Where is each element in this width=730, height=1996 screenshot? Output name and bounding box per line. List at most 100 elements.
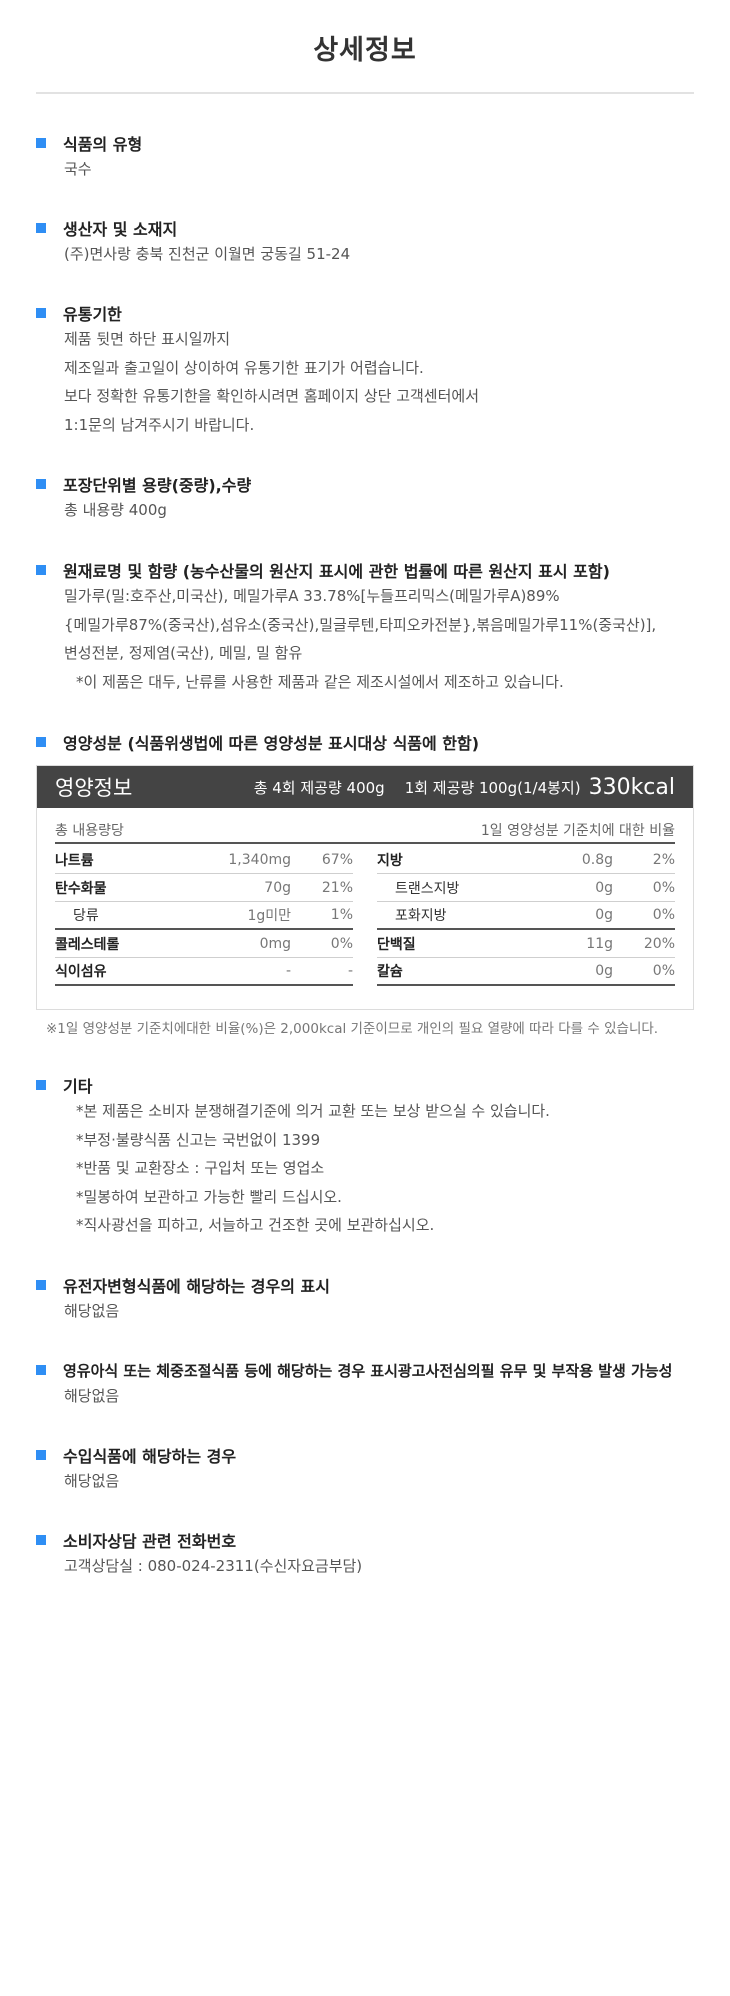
nutrient-percent: 0% bbox=[652, 907, 675, 923]
square-bullet-icon bbox=[36, 737, 46, 747]
section-line: 제품 뒷면 하단 표시일까지 bbox=[64, 330, 231, 348]
section-consumer-phone: 소비자상담 관련 전화번호 고객상담실 : 080-024-2311(수신자요금… bbox=[36, 1528, 696, 1581]
section-title: 수입식품에 해당하는 경우 bbox=[63, 1447, 237, 1466]
nutrient-row: 식이섬유 - - bbox=[55, 958, 353, 986]
nutrient-percent: 1% bbox=[330, 907, 353, 923]
nutrient-percent: 0% bbox=[652, 963, 675, 979]
section-line: 변성전분, 정제염(국산), 메밀, 밀 함유 bbox=[64, 644, 303, 662]
nutrient-row: 나트륨 1,340mg 67% bbox=[55, 846, 353, 874]
section-nutrition: 영양성분 (식품위생법에 따른 영양성분 표시대상 식품에 한함) bbox=[36, 730, 696, 754]
square-bullet-icon bbox=[36, 1365, 46, 1375]
section-line: 고객상담실 : 080-024-2311(수신자요금부담) bbox=[64, 1557, 363, 1575]
nutrition-header-title: 영양정보 bbox=[55, 776, 133, 800]
nutrient-row: 지방 0.8g 2% bbox=[377, 846, 675, 874]
section-line: 밀가루(밀:호주산,미국산), 메밀가루A 33.78%[누들프리믹스(메밀가루… bbox=[64, 587, 560, 605]
nutrient-value: 0g bbox=[595, 907, 613, 923]
nutrient-row: 트랜스지방 0g 0% bbox=[377, 874, 675, 902]
nutrient-value: 0g bbox=[595, 879, 613, 896]
nutrition-column-right: 지방 0.8g 2% 트랜스지방 0g 0% 포화지방 0g 0% 단백질 11g 20% 칼슘… bbox=[377, 846, 675, 986]
section-line: (주)면사랑 충북 진천군 이월면 궁동길 51-24 bbox=[64, 245, 351, 263]
title-divider bbox=[36, 92, 694, 94]
section-title: 영유아식 또는 체중조절식품 등에 해당하는 경우 표시광고사전심의필 유무 및… bbox=[63, 1361, 673, 1380]
section-note: *이 제품은 대두, 난류를 사용한 제품과 같은 제조시설에서 제조하고 있습… bbox=[76, 672, 564, 691]
nutrient-row: 칼슘 0g 0% bbox=[377, 958, 675, 986]
square-bullet-icon bbox=[36, 1280, 46, 1290]
nutrient-name: 트랜스지방 bbox=[395, 880, 460, 897]
nutrient-name: 지방 bbox=[377, 852, 403, 869]
section-food-type: 식품의 유형 국수 bbox=[36, 131, 696, 184]
nutrient-name: 식이섬유 bbox=[55, 964, 107, 980]
square-bullet-icon bbox=[36, 223, 46, 233]
nutrient-row: 단백질 11g 20% bbox=[377, 930, 675, 958]
nutrient-value: 1,340mg bbox=[228, 851, 291, 868]
nutrient-percent: - bbox=[347, 963, 353, 979]
nutrition-footnote: ※1일 영양성분 기준치에대한 비율(%)은 2,000kcal 기준이므로 개… bbox=[46, 1021, 659, 1037]
serving-size: 1회 제공량 100g(1/4봉지) bbox=[404, 778, 581, 797]
square-bullet-icon bbox=[36, 1535, 46, 1545]
nutrient-value: 0.8g bbox=[581, 851, 613, 868]
nutrition-header: 영양정보 총 4회 제공량 400g 1회 제공량 100g(1/4봉지) 33… bbox=[37, 766, 693, 808]
servings-total: 총 4회 제공량 400g bbox=[253, 778, 385, 797]
section-line: *본 제품은 소비자 분쟁해결기준에 의거 교환 또는 보상 받으실 수 있습니… bbox=[76, 1102, 550, 1120]
section-title: 유통기한 bbox=[63, 305, 122, 324]
square-bullet-icon bbox=[36, 138, 46, 148]
section-line: *부정·불량식품 신고는 국번없이 1399 bbox=[76, 1130, 321, 1149]
section-etc: 기타 *본 제품은 소비자 분쟁해결기준에 의거 교환 또는 보상 받으실 수 … bbox=[36, 1073, 696, 1240]
square-bullet-icon bbox=[36, 1450, 46, 1460]
section-line: *직사광선을 피하고, 서늘하고 건조한 곳에 보관하십시오. bbox=[76, 1216, 435, 1234]
section-expiry: 유통기한 제품 뒷면 하단 표시일까지 제조일과 출고일이 상이하여 유통기한 … bbox=[36, 301, 696, 439]
nutrient-percent: 21% bbox=[321, 879, 353, 896]
nutrient-row: 포화지방 0g 0% bbox=[377, 902, 675, 930]
square-bullet-icon bbox=[36, 479, 46, 489]
nutrient-row: 콜레스테롤 0mg 0% bbox=[55, 930, 353, 958]
nutrient-percent: 20% bbox=[643, 935, 675, 952]
section-line: 1:1문의 남겨주시기 바랍니다. bbox=[64, 415, 255, 434]
nutrient-value: 0g bbox=[595, 963, 613, 979]
nutrient-value: - bbox=[285, 963, 291, 979]
subheader-left: 총 내용량당 bbox=[55, 823, 124, 839]
nutrient-row: 당류 1g미만 1% bbox=[55, 902, 353, 930]
nutrient-percent: 2% bbox=[652, 851, 675, 868]
calories: 330kcal bbox=[588, 774, 675, 800]
nutrient-name: 포화지방 bbox=[395, 908, 447, 924]
section-title: 기타 bbox=[63, 1077, 93, 1096]
nutrient-name: 단백질 bbox=[377, 936, 416, 953]
section-title: 소비자상담 관련 전화번호 bbox=[63, 1532, 237, 1551]
nutrient-value: 1g미만 bbox=[247, 908, 291, 924]
nutrient-percent: 0% bbox=[330, 935, 353, 952]
nutrient-name: 콜레스테롤 bbox=[55, 936, 120, 953]
section-title: 식품의 유형 bbox=[63, 135, 143, 154]
subheader-right: 1일 영양성분 기준치에 대한 비율 bbox=[480, 823, 675, 839]
square-bullet-icon bbox=[36, 565, 46, 575]
section-line: 국수 bbox=[64, 160, 92, 178]
nutrient-name: 탄수화물 bbox=[55, 880, 107, 897]
section-ingredients: 원재료명 및 함량 (농수산물의 원산지 표시에 관한 법률에 따른 원산지 표… bbox=[36, 558, 696, 696]
section-gmo: 유전자변형식품에 해당하는 경우의 표시 해당없음 bbox=[36, 1273, 696, 1326]
section-title: 유전자변형식품에 해당하는 경우의 표시 bbox=[63, 1277, 330, 1296]
section-producer: 생산자 및 소재지 (주)면사랑 충북 진천군 이월면 궁동길 51-24 bbox=[36, 216, 696, 269]
nutrition-subheader: 총 내용량당 1일 영양성분 기준치에 대한 비율 bbox=[55, 818, 675, 844]
section-line: 보다 정확한 유통기한을 확인하시려면 홈페이지 상단 고객센터에서 bbox=[64, 387, 480, 405]
nutrient-value: 0mg bbox=[259, 935, 291, 952]
section-line: 해당없음 bbox=[64, 1472, 120, 1490]
section-title: 영양성분 (식품위생법에 따른 영양성분 표시대상 식품에 한함) bbox=[63, 734, 480, 753]
section-line: 총 내용량 400g bbox=[64, 501, 167, 519]
section-line: 제조일과 출고일이 상이하여 유통기한 표기가 어렵습니다. bbox=[64, 358, 424, 377]
section-line: 해당없음 bbox=[64, 1387, 120, 1405]
section-title: 원재료명 및 함량 (농수산물의 원산지 표시에 관한 법률에 따른 원산지 표… bbox=[63, 562, 610, 581]
section-line: {메밀가루87%(중국산),섬유소(중국산),밀글루텐,타피오카전분},볶음메밀… bbox=[64, 615, 657, 634]
nutrient-name: 칼슘 bbox=[377, 964, 403, 980]
section-line: *밀봉하여 보관하고 가능한 빨리 드십시오. bbox=[76, 1187, 342, 1206]
nutrition-column-left: 나트륨 1,340mg 67% 탄수화물 70g 21% 당류 1g미만 1% 콜레스테롤 0… bbox=[55, 846, 353, 986]
section-import: 수입식품에 해당하는 경우 해당없음 bbox=[36, 1443, 696, 1496]
section-capacity: 포장단위별 용량(중량),수량 총 내용량 400g bbox=[36, 472, 696, 525]
nutrient-value: 70g bbox=[264, 879, 291, 896]
square-bullet-icon bbox=[36, 308, 46, 318]
section-line: 해당없음 bbox=[64, 1302, 120, 1320]
page-title: 상세정보 bbox=[313, 35, 417, 66]
section-title: 생산자 및 소재지 bbox=[63, 220, 178, 239]
nutrition-panel: 영양정보 총 4회 제공량 400g 1회 제공량 100g(1/4봉지) 33… bbox=[36, 765, 694, 1010]
section-infant-food: 영유아식 또는 체중조절식품 등에 해당하는 경우 표시광고사전심의필 유무 및… bbox=[36, 1358, 696, 1411]
square-bullet-icon bbox=[36, 1080, 46, 1090]
nutrient-row: 탄수화물 70g 21% bbox=[55, 874, 353, 902]
